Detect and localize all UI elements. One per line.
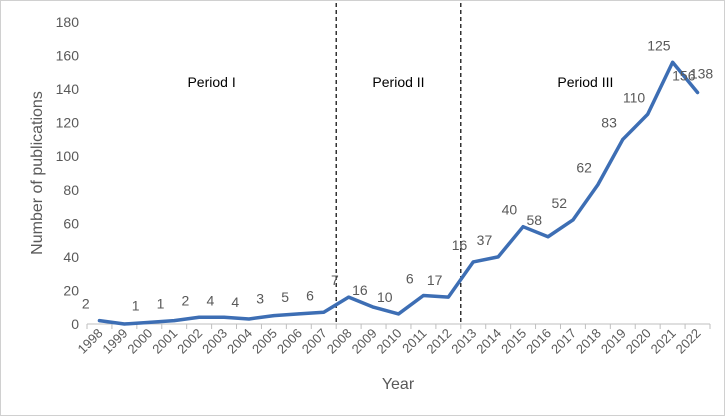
x-tick-label: 2015: [498, 326, 529, 357]
data-point: [397, 312, 400, 316]
data-point: [696, 90, 700, 94]
x-tick-label: 2009: [349, 326, 380, 357]
data-label: 40: [502, 202, 518, 218]
x-tick-label: 2012: [423, 326, 454, 357]
x-axis-title: Year: [382, 376, 415, 393]
data-point: [222, 315, 226, 319]
data-label: 7: [331, 272, 339, 288]
data-label: 6: [406, 270, 414, 286]
x-tick-label: 2010: [374, 326, 405, 357]
data-label: 62: [576, 160, 592, 176]
data-label: 6: [306, 287, 314, 303]
x-tick-label: 2020: [623, 326, 654, 357]
data-point: [671, 60, 675, 64]
data-point: [322, 310, 326, 314]
x-tick-label: 2018: [573, 326, 604, 357]
data-point: [546, 235, 550, 239]
data-label: 16: [452, 237, 468, 253]
data-point: [147, 320, 151, 324]
data-label: 58: [527, 212, 543, 228]
y-tick-label: 160: [56, 48, 80, 64]
x-tick-label: 2016: [523, 326, 554, 357]
data-label: 10: [377, 289, 393, 305]
data-label: 138: [690, 65, 714, 81]
x-tick-label: 2004: [224, 326, 255, 357]
x-tick-label: 2017: [548, 326, 579, 357]
period-label: Period II: [372, 74, 424, 90]
x-tick-label: 2003: [199, 326, 230, 357]
series-line: [97, 60, 700, 326]
data-point: [347, 295, 351, 299]
data-label: 16: [352, 282, 368, 298]
data-label: 125: [647, 37, 671, 53]
x-tick-label: 2022: [673, 326, 704, 357]
data-label: 17: [427, 272, 443, 288]
x-tick-label: 2008: [324, 326, 355, 357]
data-point: [297, 312, 301, 316]
data-point: [621, 137, 625, 141]
data-point: [496, 255, 500, 259]
data-point: [471, 260, 475, 264]
data-point: [421, 293, 425, 297]
data-point: [646, 112, 650, 116]
x-tick-label: 2021: [648, 326, 679, 357]
x-tick-label: 2000: [124, 326, 155, 357]
x-tick-label: 1998: [75, 326, 106, 357]
data-point: [372, 305, 376, 309]
x-tick-label: 2013: [448, 326, 479, 357]
x-tick-label: 2014: [473, 326, 504, 357]
data-label: 4: [231, 294, 239, 310]
data-label: 83: [601, 114, 617, 130]
y-tick-label: 180: [56, 14, 80, 30]
data-point: [122, 322, 126, 326]
data-point: [247, 317, 251, 321]
y-tick-label: 120: [56, 115, 80, 131]
data-point: [97, 319, 101, 323]
data-label: 156: [672, 67, 696, 83]
y-tick-label: 0: [71, 316, 79, 332]
data-label: 37: [477, 232, 493, 248]
period-label: Period III: [557, 74, 613, 90]
y-tick-label: 20: [63, 282, 79, 298]
data-point: [272, 314, 276, 318]
data-label: 1: [157, 296, 165, 312]
x-tick-label: 2005: [249, 326, 280, 357]
data-label: 2: [82, 296, 90, 312]
x-tick-label: 2002: [174, 326, 205, 357]
data-point: [571, 218, 575, 222]
y-tick-label: 140: [56, 81, 80, 97]
x-tick-label: 2006: [274, 326, 305, 357]
data-point: [197, 315, 201, 319]
x-tick-label: 2001: [149, 326, 180, 357]
y-axis-title: Number of publications: [29, 91, 46, 255]
data-label: 52: [551, 195, 567, 211]
y-tick-label: 60: [63, 215, 79, 231]
data-label: 110: [623, 89, 646, 105]
data-point: [521, 225, 525, 229]
x-tick-label: 1999: [99, 326, 130, 357]
data-point: [596, 183, 600, 187]
data-label: 4: [206, 292, 214, 308]
data-label: 1: [132, 297, 140, 313]
x-tick-label: 2007: [299, 326, 330, 357]
x-tick-label: 2011: [399, 326, 429, 356]
period-label: Period I: [187, 74, 235, 90]
y-tick-label: 80: [63, 182, 79, 198]
data-label: 2: [182, 292, 190, 308]
x-tick-label: 2019: [598, 326, 629, 357]
data-label: 5: [281, 289, 289, 305]
y-tick-label: 100: [56, 148, 80, 164]
y-tick-label: 40: [63, 249, 79, 265]
data-point: [446, 295, 450, 299]
data-label: 3: [256, 291, 264, 307]
data-point: [172, 319, 176, 323]
